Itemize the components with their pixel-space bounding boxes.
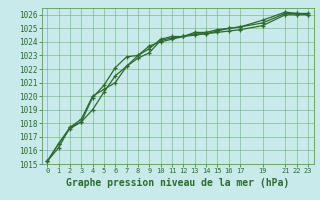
X-axis label: Graphe pression niveau de la mer (hPa): Graphe pression niveau de la mer (hPa)	[66, 178, 289, 188]
